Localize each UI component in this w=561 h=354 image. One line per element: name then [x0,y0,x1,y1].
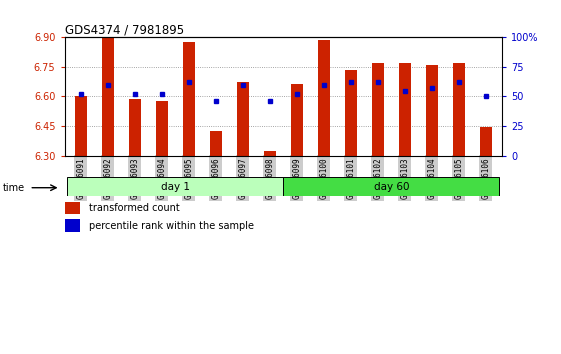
Text: day 60: day 60 [374,182,409,192]
Text: day 1: day 1 [161,182,190,192]
Bar [345,70,357,156]
Bar [67,177,283,196]
Bar [283,177,499,196]
Bar [65,219,80,232]
Bar [128,99,141,156]
Text: percentile rank within the sample: percentile rank within the sample [89,221,254,231]
Bar [210,131,222,156]
Text: time: time [3,183,25,193]
Bar [453,63,465,156]
Bar [75,97,87,156]
Bar [65,202,80,214]
Text: GDS4374 / 7981895: GDS4374 / 7981895 [65,23,183,36]
Bar [183,42,195,156]
Bar [264,151,276,156]
Bar [102,38,114,156]
Bar [480,127,492,156]
Bar [426,65,438,156]
Text: transformed count: transformed count [89,203,180,213]
Bar [291,84,303,156]
Bar [237,82,249,156]
Bar [318,40,330,156]
Bar [156,101,168,156]
Bar [372,63,384,156]
Bar [399,63,411,156]
